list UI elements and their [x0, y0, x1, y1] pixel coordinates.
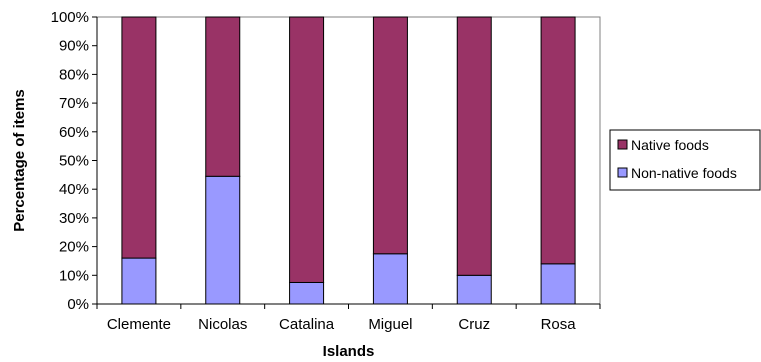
y-tick-label: 10% [59, 267, 89, 284]
y-tick-label: 70% [59, 95, 89, 112]
legend-swatch [617, 139, 628, 150]
y-tick-label: 90% [59, 38, 89, 55]
bar-native-foods-miguel [372, 16, 408, 255]
bar-non-native-foods-cruz [456, 274, 492, 305]
y-tick-label: 80% [59, 66, 89, 83]
y-tick-label: 100% [51, 9, 89, 26]
x-category-label: Cruz [458, 316, 490, 333]
bar-non-native-foods-clemente [121, 257, 157, 305]
y-tick-label: 0% [67, 296, 89, 313]
bar-native-foods-rosa [540, 16, 576, 265]
y-axis-ticks: 0% 10% 20% 30% 40% 50% 60% 70% 80% 90% 100% [51, 9, 98, 313]
y-tick-label: 60% [59, 124, 89, 141]
y-tick-label: 30% [59, 210, 89, 227]
x-category-label: Nicolas [198, 316, 247, 333]
legend-label: Native foods [631, 137, 709, 153]
x-category-label: Clemente [107, 316, 171, 333]
plot-border [96, 16, 601, 305]
bar-native-foods-cruz [456, 16, 492, 276]
bar-non-native-foods-miguel [372, 253, 408, 305]
bar-native-foods-nicolas [205, 16, 241, 177]
y-tick-label: 20% [59, 239, 89, 256]
bar-non-native-foods-catalina [289, 281, 325, 305]
bars [121, 16, 576, 305]
x-category-label: Miguel [368, 316, 412, 333]
bar-non-native-foods-nicolas [205, 175, 241, 305]
bar-native-foods-catalina [289, 16, 325, 283]
y-axis-title: Percentage of items [11, 89, 28, 232]
x-axis-ticks: Clemente Nicolas Catalina Miguel Cruz Rosa [96, 303, 601, 333]
y-tick-label: 50% [59, 153, 89, 170]
y-tick-label: 40% [59, 181, 89, 198]
bar-native-foods-clemente [121, 16, 157, 259]
legend-swatch [617, 167, 628, 178]
plot-area [96, 16, 601, 305]
legend: Native foods Non-native foods [609, 129, 761, 191]
x-category-label: Catalina [279, 316, 335, 333]
legend-label: Non-native foods [631, 165, 737, 181]
bar-non-native-foods-rosa [540, 263, 576, 305]
legend-box [609, 129, 761, 191]
x-axis-title: Islands [323, 343, 375, 360]
x-category-label: Rosa [541, 316, 577, 333]
